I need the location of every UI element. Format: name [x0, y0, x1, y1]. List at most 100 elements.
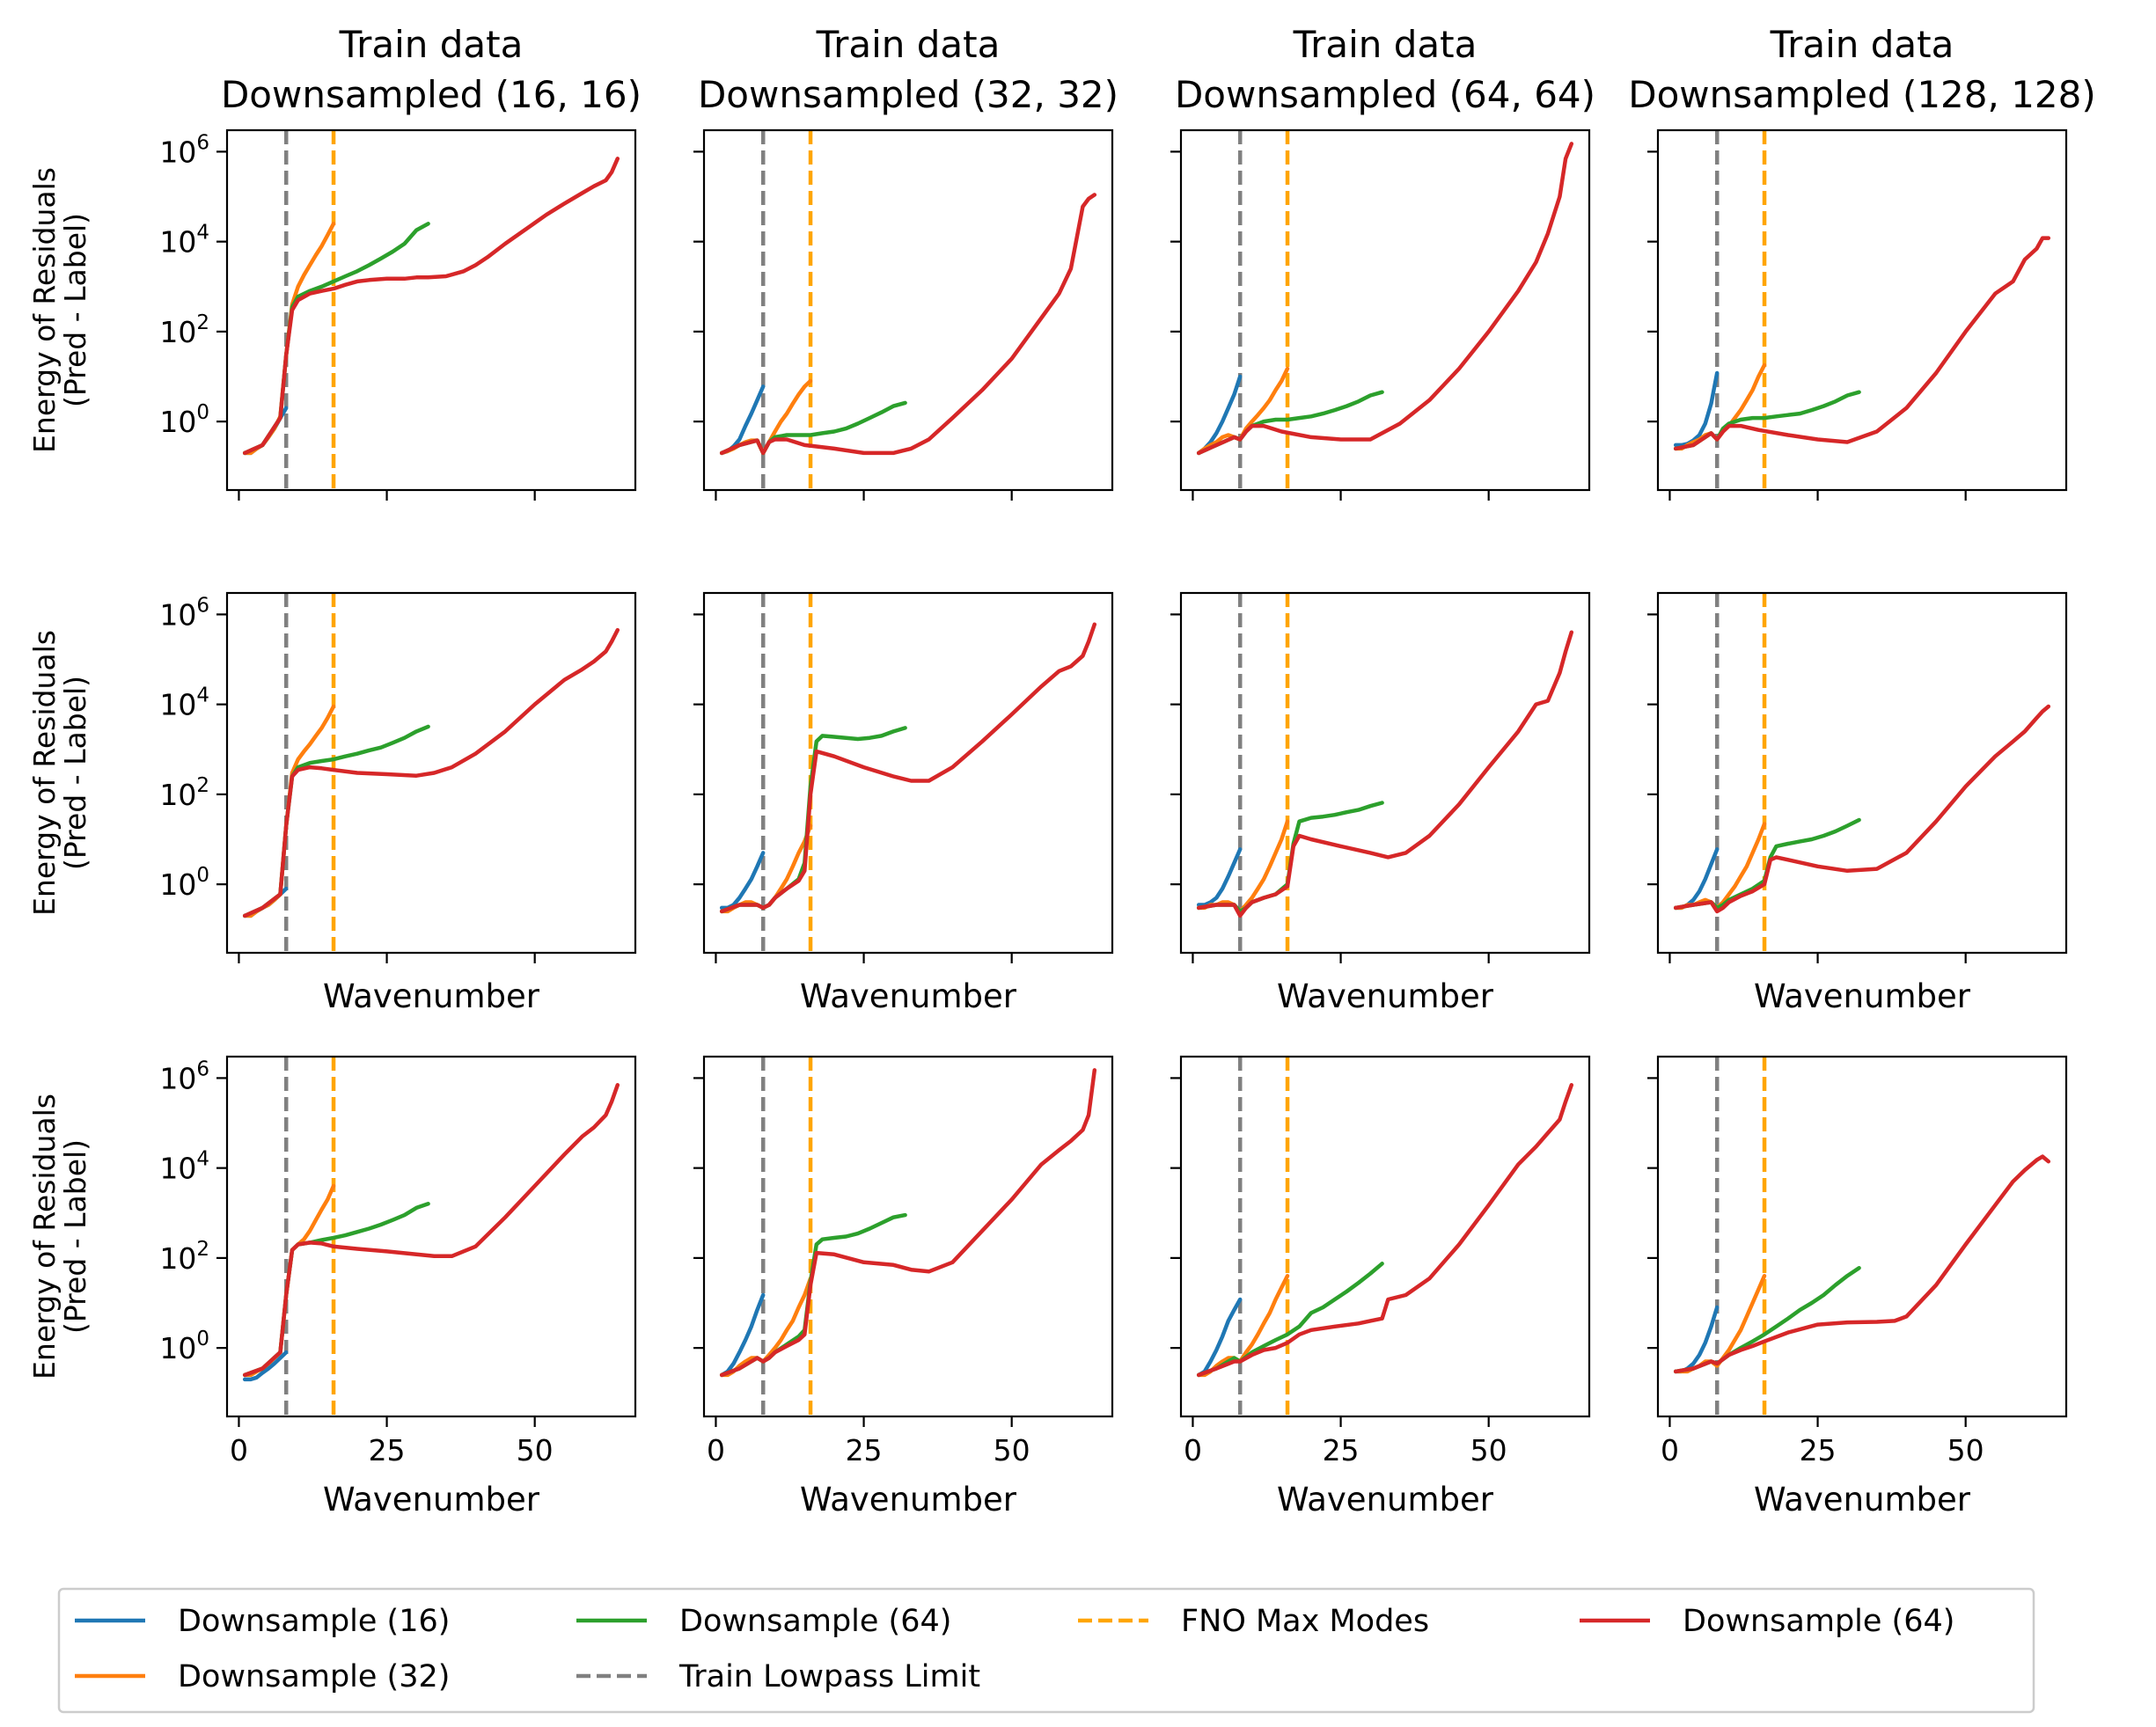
y-axis-label-row-2: Energy of Residuals(Pred - Label) — [27, 1094, 92, 1379]
x-tick-label: 25 — [369, 1433, 406, 1467]
x-tick-label: 0 — [230, 1433, 248, 1467]
y-tick-label: 102 — [159, 1238, 209, 1276]
legend: Downsample (16) Downsample (32) Downsample… — [57, 1587, 2035, 1714]
x-axis-label: Wavenumber — [323, 977, 540, 1015]
series-downsample-64-red-line — [719, 1068, 1097, 1378]
axes-frame — [1179, 128, 1591, 492]
subplot-r1-c3: Wavenumber — [1647, 591, 2068, 1015]
series-downsample-16-line — [719, 1292, 766, 1378]
x-tick-label: 50 — [994, 1433, 1030, 1467]
x-tick-label: 50 — [1947, 1433, 1984, 1467]
series-downsample-64-green-line — [719, 1212, 907, 1378]
axes-frame — [1656, 591, 2068, 955]
y-axis-label-line1: Energy of Residuals — [27, 167, 62, 453]
y-tick-label: 106 — [159, 1057, 209, 1095]
column-title-line1: Train data — [1293, 23, 1478, 66]
y-axis-label-row-0: Energy of Residuals(Pred - Label) — [27, 167, 92, 453]
subplot-grid: 100 102 104 106 100 102 104 106 Wavenumber Wavenu… — [159, 128, 2068, 1518]
series-downsample-16-line — [1673, 370, 1720, 448]
subplot-r0-c3 — [1647, 128, 2068, 501]
series-downsample-16-line — [719, 851, 766, 911]
column-title-line2: Downsampled (128, 128) — [1628, 73, 2096, 116]
x-axis-label: Wavenumber — [800, 1481, 1017, 1518]
series-downsample-64-green-line — [242, 222, 430, 456]
x-tick-label: 50 — [517, 1433, 554, 1467]
legend-label: Downsample (64) — [679, 1604, 951, 1639]
x-tick-label: 50 — [1470, 1433, 1507, 1467]
legend-entry: Downsample (16) — [75, 1604, 450, 1639]
series-downsample-64-green-line — [242, 1202, 430, 1378]
series-downsample-64-red-line — [242, 1083, 620, 1378]
series-downsample-16-line — [1196, 1297, 1243, 1378]
x-tick-label: 0 — [1184, 1433, 1202, 1467]
column-titles: Train data Downsampled (16, 16) Train data… — [221, 23, 2096, 116]
series-downsample-64-red-line — [1196, 142, 1574, 456]
subplot-r2-c1: 0 25 50 Wavenumber — [693, 1055, 1114, 1518]
y-tick-label: 100 — [159, 401, 209, 439]
y-axis-labels: Energy of Residuals(Pred - Label)Energy … — [27, 167, 92, 1379]
x-tick-label: 0 — [707, 1433, 725, 1467]
x-tick-label: 25 — [1323, 1433, 1360, 1467]
x-axis-label: Wavenumber — [1277, 977, 1494, 1015]
legend-label: Downsample (64) — [1683, 1604, 1954, 1639]
series-downsample-64-red-line — [242, 157, 620, 456]
x-axis-label: Wavenumber — [1754, 977, 1971, 1015]
series-downsample-64-red-line — [719, 193, 1097, 456]
legend-label: Downsample (32) — [178, 1659, 450, 1694]
axes-frame — [702, 591, 1114, 955]
y-tick-label: 102 — [159, 311, 209, 349]
y-tick-label: 106 — [159, 131, 209, 169]
y-axis-label-line2: (Pred - Label) — [58, 676, 92, 870]
y-tick-label: 100 — [159, 864, 209, 902]
legend-entry: Downsample (64) — [1580, 1604, 1954, 1639]
column-title-line2: Downsampled (16, 16) — [221, 73, 642, 116]
column-title-line2: Downsampled (64, 64) — [1175, 73, 1595, 116]
x-axis-label: Wavenumber — [800, 977, 1017, 1015]
legend-box — [57, 1587, 2035, 1714]
y-tick-label: 106 — [159, 594, 209, 632]
column-title-line2: Downsampled (32, 32) — [698, 73, 1118, 116]
subplot-r0-c1 — [693, 128, 1114, 501]
subplot-r2-c2: 0 25 50 Wavenumber — [1170, 1055, 1591, 1518]
axes-frame — [225, 1055, 637, 1418]
y-axis-label-line2: (Pred - Label) — [58, 1139, 92, 1334]
x-axis-label: Wavenumber — [323, 1481, 540, 1518]
axes-frame — [225, 128, 637, 492]
axes-frame — [1179, 1055, 1591, 1418]
series-downsample-16-line — [1196, 847, 1243, 907]
legend-label: FNO Max Modes — [1181, 1604, 1429, 1639]
subplot-r1-c0: 100 102 104 106 Wavenumber — [159, 591, 637, 1015]
series-downsample-64-red-line — [1196, 630, 1574, 918]
series-downsample-64-red-line — [719, 622, 1097, 914]
y-tick-label: 104 — [159, 222, 209, 260]
legend-entry: Downsample (32) — [75, 1659, 450, 1694]
x-axis-label: Wavenumber — [1277, 1481, 1494, 1518]
series-downsample-32-line — [719, 823, 813, 914]
legend-entry: Downsample (64) — [576, 1604, 951, 1639]
series-downsample-64-green-line — [1196, 390, 1384, 456]
y-tick-label: 100 — [159, 1328, 209, 1365]
series-downsample-32-line — [1196, 819, 1290, 914]
series-downsample-16-line — [242, 1350, 289, 1382]
series-downsample-64-red-line — [1673, 704, 2051, 914]
subplot-r1-c1: Wavenumber — [693, 591, 1114, 1015]
y-tick-label: 104 — [159, 1148, 209, 1186]
series-downsample-64-green-line — [1673, 1265, 1861, 1374]
subplot-r2-c3: 0 25 50 Wavenumber — [1647, 1055, 2068, 1518]
series-downsample-16-line — [1673, 847, 1720, 911]
subplot-r1-c2: Wavenumber — [1170, 591, 1591, 1015]
y-axis-label-line1: Energy of Residuals — [27, 630, 62, 916]
series-downsample-64-red-line — [1673, 236, 2051, 451]
x-axis-label: Wavenumber — [1754, 1481, 1971, 1518]
series-downsample-64-red-line — [1673, 1154, 2051, 1374]
series-downsample-32-line — [1673, 1273, 1767, 1374]
series-downsample-64-green-line — [242, 724, 430, 918]
y-axis-label-line1: Energy of Residuals — [27, 1094, 62, 1379]
subplot-r0-c2 — [1170, 128, 1591, 501]
subplot-r0-c0: 100 102 104 106 — [159, 128, 637, 501]
column-title-line1: Train data — [339, 23, 524, 66]
series-downsample-64-red-line — [1196, 1083, 1574, 1378]
axes-frame — [702, 128, 1114, 492]
axes-frame — [1656, 1055, 2068, 1418]
subplot-r2-c0: 100 102 104 106 0 25 50 Wavenumber — [159, 1055, 637, 1518]
